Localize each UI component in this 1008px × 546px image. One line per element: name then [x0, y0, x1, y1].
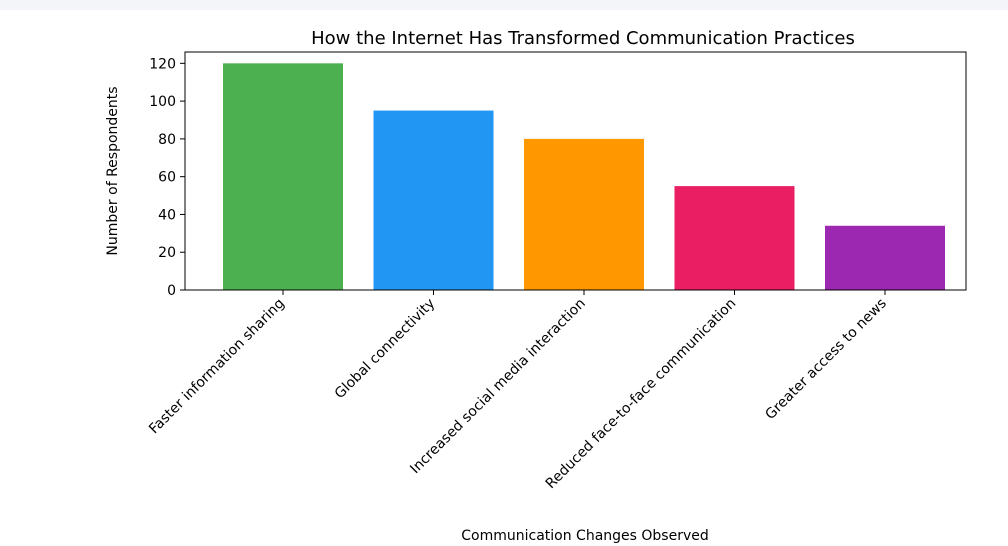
top-strip [0, 0, 1008, 10]
bar [524, 138, 644, 290]
y-tick-label: 100 [149, 94, 176, 110]
x-tick-label: Global connectivity [332, 296, 439, 403]
bar [674, 186, 795, 290]
bar [373, 110, 494, 290]
plot-frame [184, 51, 967, 291]
chart-title: How the Internet Has Transformed Communi… [311, 28, 855, 49]
bar [223, 63, 343, 291]
y-axis-label: Number of Respondents [105, 86, 121, 255]
bars [223, 63, 945, 291]
x-tick-label: Reduced face-to-face communication [543, 296, 740, 493]
y-tick-label: 60 [158, 170, 176, 186]
y-tick-label: 20 [158, 245, 176, 261]
x-axis: Faster information sharing Global connect… [146, 290, 890, 492]
y-tick-label: 120 [149, 56, 176, 72]
y-tick-label: 40 [158, 207, 176, 223]
x-tick-label: Increased social media interaction [407, 296, 589, 478]
x-tick-label: Greater access to news [762, 296, 889, 423]
bar [825, 225, 945, 290]
x-tick-label: Faster information sharing [146, 296, 288, 438]
x-axis-label: Communication Changes Observed [461, 528, 709, 544]
y-tick-label: 80 [158, 132, 176, 148]
y-axis: 0 20 40 60 80 100 120 [149, 56, 185, 299]
y-tick-label: 0 [167, 283, 176, 299]
